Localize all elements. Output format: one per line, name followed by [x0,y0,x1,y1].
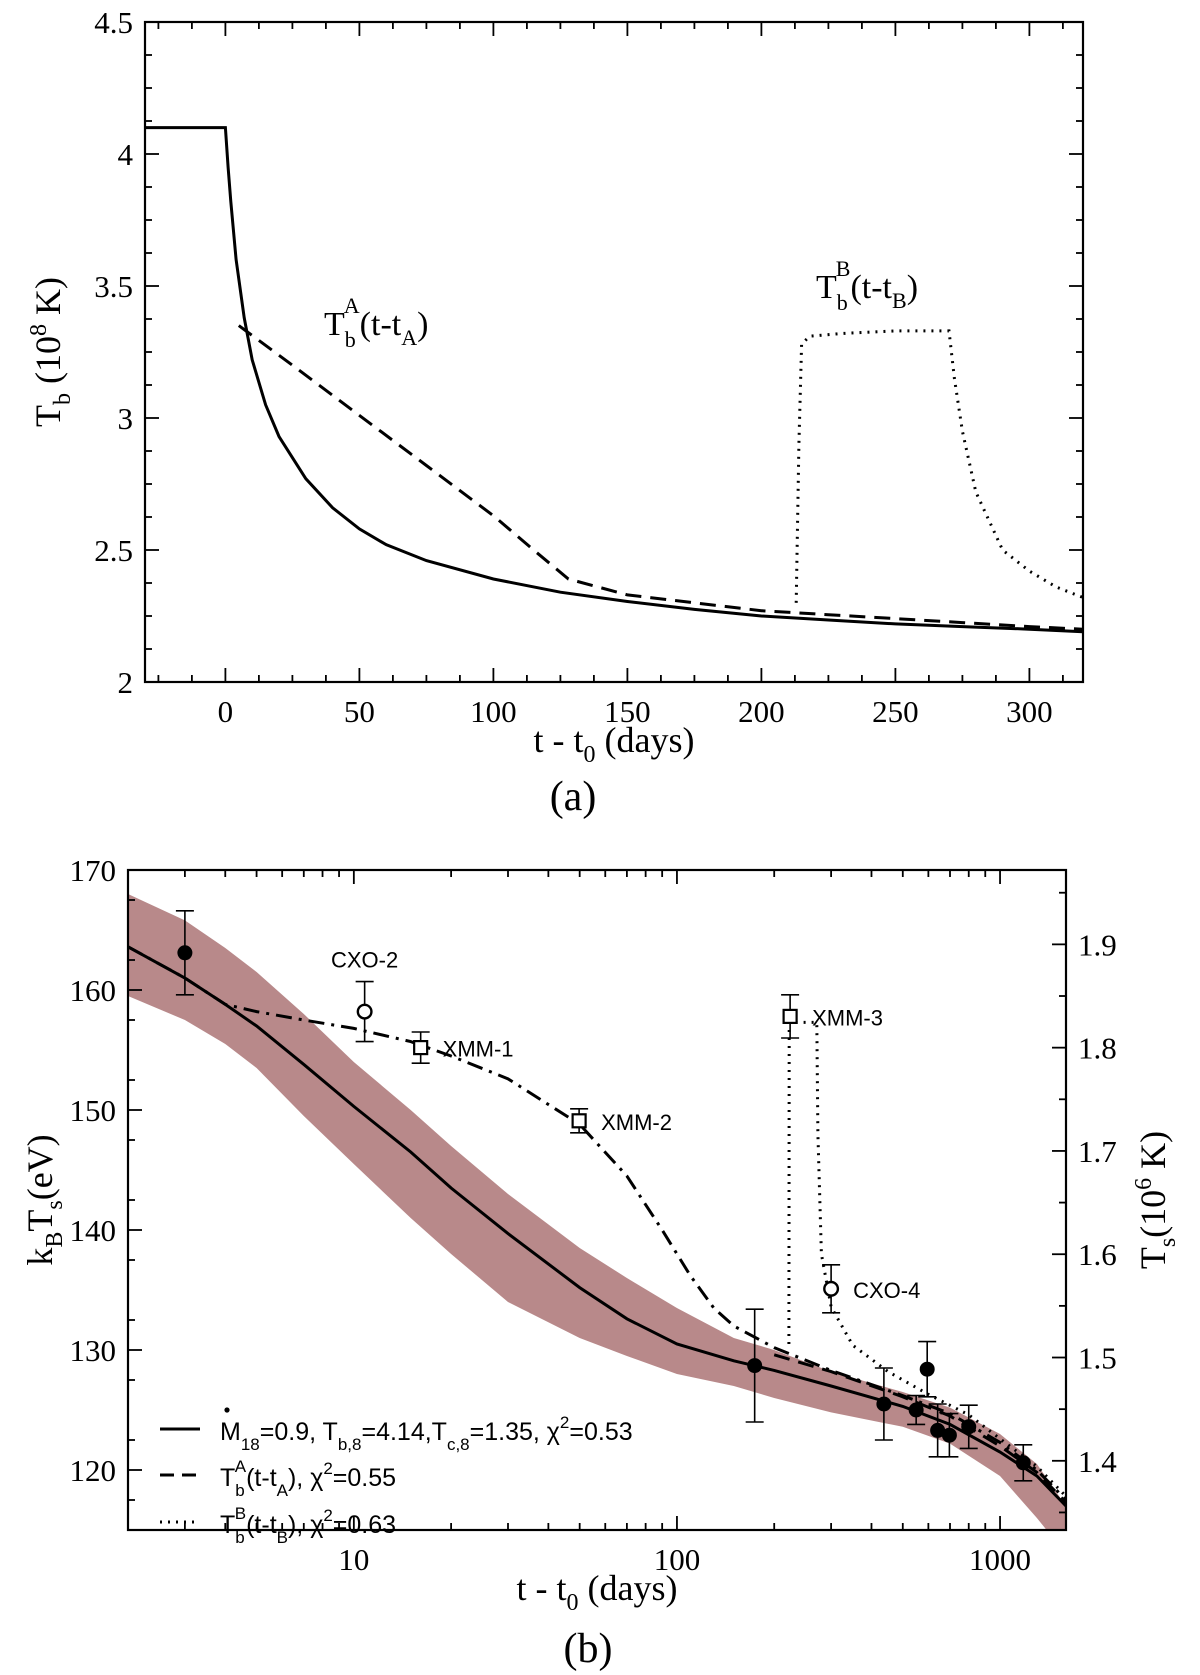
y-tick-label: 160 [70,973,117,1008]
x-tick-label: 100 [470,694,517,729]
panel-b-legend: M18=0.9, Tb,8=4.14,Tc,8=1.35, χ2=0.53 Tb… [160,1407,633,1547]
y-tick-label: 2.5 [94,533,133,568]
x-tick-label: 10 [338,1542,369,1577]
panel-a: 0 50 100 150 200 250 300 2 2.5 3 3.5 4 4.5 Tb (108 K… [26,5,1085,820]
data-point-open-circle [356,1003,373,1020]
x-tick-label: 300 [1006,694,1053,729]
x-tick-label: 200 [738,694,785,729]
data-point-open-square [413,1039,429,1056]
data-point-open-circle [823,1280,840,1297]
x-tick-label: 1000 [969,1542,1031,1577]
annotation-tb-a: TbA(t-tA) [324,293,428,352]
legend-mdot-dot [224,1407,230,1413]
y2-tick-label: 1.7 [1078,1134,1117,1169]
panel-b-right-y-axis-label: Ts(106 K) [1131,1131,1181,1269]
data-point-filled-circle [876,1396,892,1412]
data-point-open-square [571,1113,587,1129]
y-tick-label: 150 [70,1093,117,1128]
y-tick-label: 2 [118,665,134,700]
legend-entry-tb-b: TbB(t-tB), χ2=0.63 [220,1504,396,1547]
panel-a-plot-frame [143,20,1085,684]
point-label: XMM-3 [812,1005,883,1030]
panel-b-dashdot-curve [128,945,1066,1502]
y-tick-label: 140 [70,1213,117,1248]
data-point-filled-circle [961,1419,977,1435]
panel-a-curves [145,126,1084,634]
point-label: CXO-4 [853,1278,920,1303]
panel-b-solid-curve [128,945,1066,1508]
panel-a-tick-labels: 0 50 100 150 200 250 300 2 2.5 3 3.5 4 4.5 [94,5,1052,729]
panel-b-uncertainty-band [128,894,1066,1530]
data-point-filled-circle [930,1422,946,1438]
legend-entry-model: M18=0.9, Tb,8=4.14,Tc,8=1.35, χ2=0.53 [220,1413,633,1454]
point-label: XMM-1 [443,1037,514,1062]
panel-a-solid-curve [145,126,1084,634]
panel-a-y-axis-label: Tb (108 K) [26,277,76,427]
point-label: XMM-2 [601,1110,672,1135]
x-tick-label: 150 [604,694,651,729]
x-tick-label: 250 [872,694,919,729]
panel-b-tick-labels: 10 100 1000 120 130 140 150 160 170 1.4 1.5 1.6 1.7 1… [70,853,1118,1577]
uncertainty-band [128,894,1066,1530]
panel-b-ticks [127,869,1066,1530]
legend-entry-tb-a: TbA(t-tA), χ2=0.55 [220,1457,396,1500]
data-point-filled-circle [941,1427,957,1443]
y-tick-label: 170 [70,853,117,888]
y2-tick-label: 1.4 [1078,1444,1117,1479]
panel-a-ticks [145,21,1083,683]
panel-a-x-axis-label: t - t0 (days) [534,720,695,768]
y2-tick-label: 1.9 [1078,927,1117,962]
panel-b-label: (b) [564,1626,613,1672]
panel-b-x-axis-label: t - t0 (days) [517,1568,678,1616]
panel-a-dashed-curve [237,324,1084,631]
panel-a-label: (a) [550,774,597,820]
panel-b-data-points [175,909,1033,1482]
data-point-filled-circle [747,1358,763,1374]
y-tick-label: 3 [118,401,134,436]
x-tick-label: 50 [344,694,375,729]
data-point-filled-circle [177,945,193,961]
y-tick-label: 4.5 [94,5,133,40]
data-point-filled-circle [919,1361,935,1377]
data-point-filled-circle [908,1402,924,1418]
data-point-filled-circle [1015,1455,1031,1471]
y-tick-label: 4 [118,137,134,172]
point-label: CXO-2 [331,948,398,973]
panel-b-y-axis-label: kBTs(eV) [20,1134,68,1265]
y2-tick-label: 1.5 [1078,1341,1117,1376]
data-point-open-square [782,1008,798,1025]
y2-tick-label: 1.8 [1078,1031,1117,1066]
y-tick-label: 120 [70,1453,117,1488]
panel-b-point-labels: CXO-2 XMM-1 XMM-2 XMM-3 CXO-4 [331,948,920,1303]
x-tick-label: 100 [654,1542,701,1577]
panel-b: CXO-2 XMM-1 XMM-2 XMM-3 CXO-4 10 100 1000 120 13… [20,853,1181,1672]
panel-a-dotted-curve [794,329,1084,603]
y-tick-label: 3.5 [94,269,133,304]
y-tick-label: 130 [70,1333,117,1368]
x-tick-label: 0 [218,694,234,729]
y2-tick-label: 1.6 [1078,1237,1117,1272]
annotation-tb-b: TbB(t-tB) [816,256,918,315]
